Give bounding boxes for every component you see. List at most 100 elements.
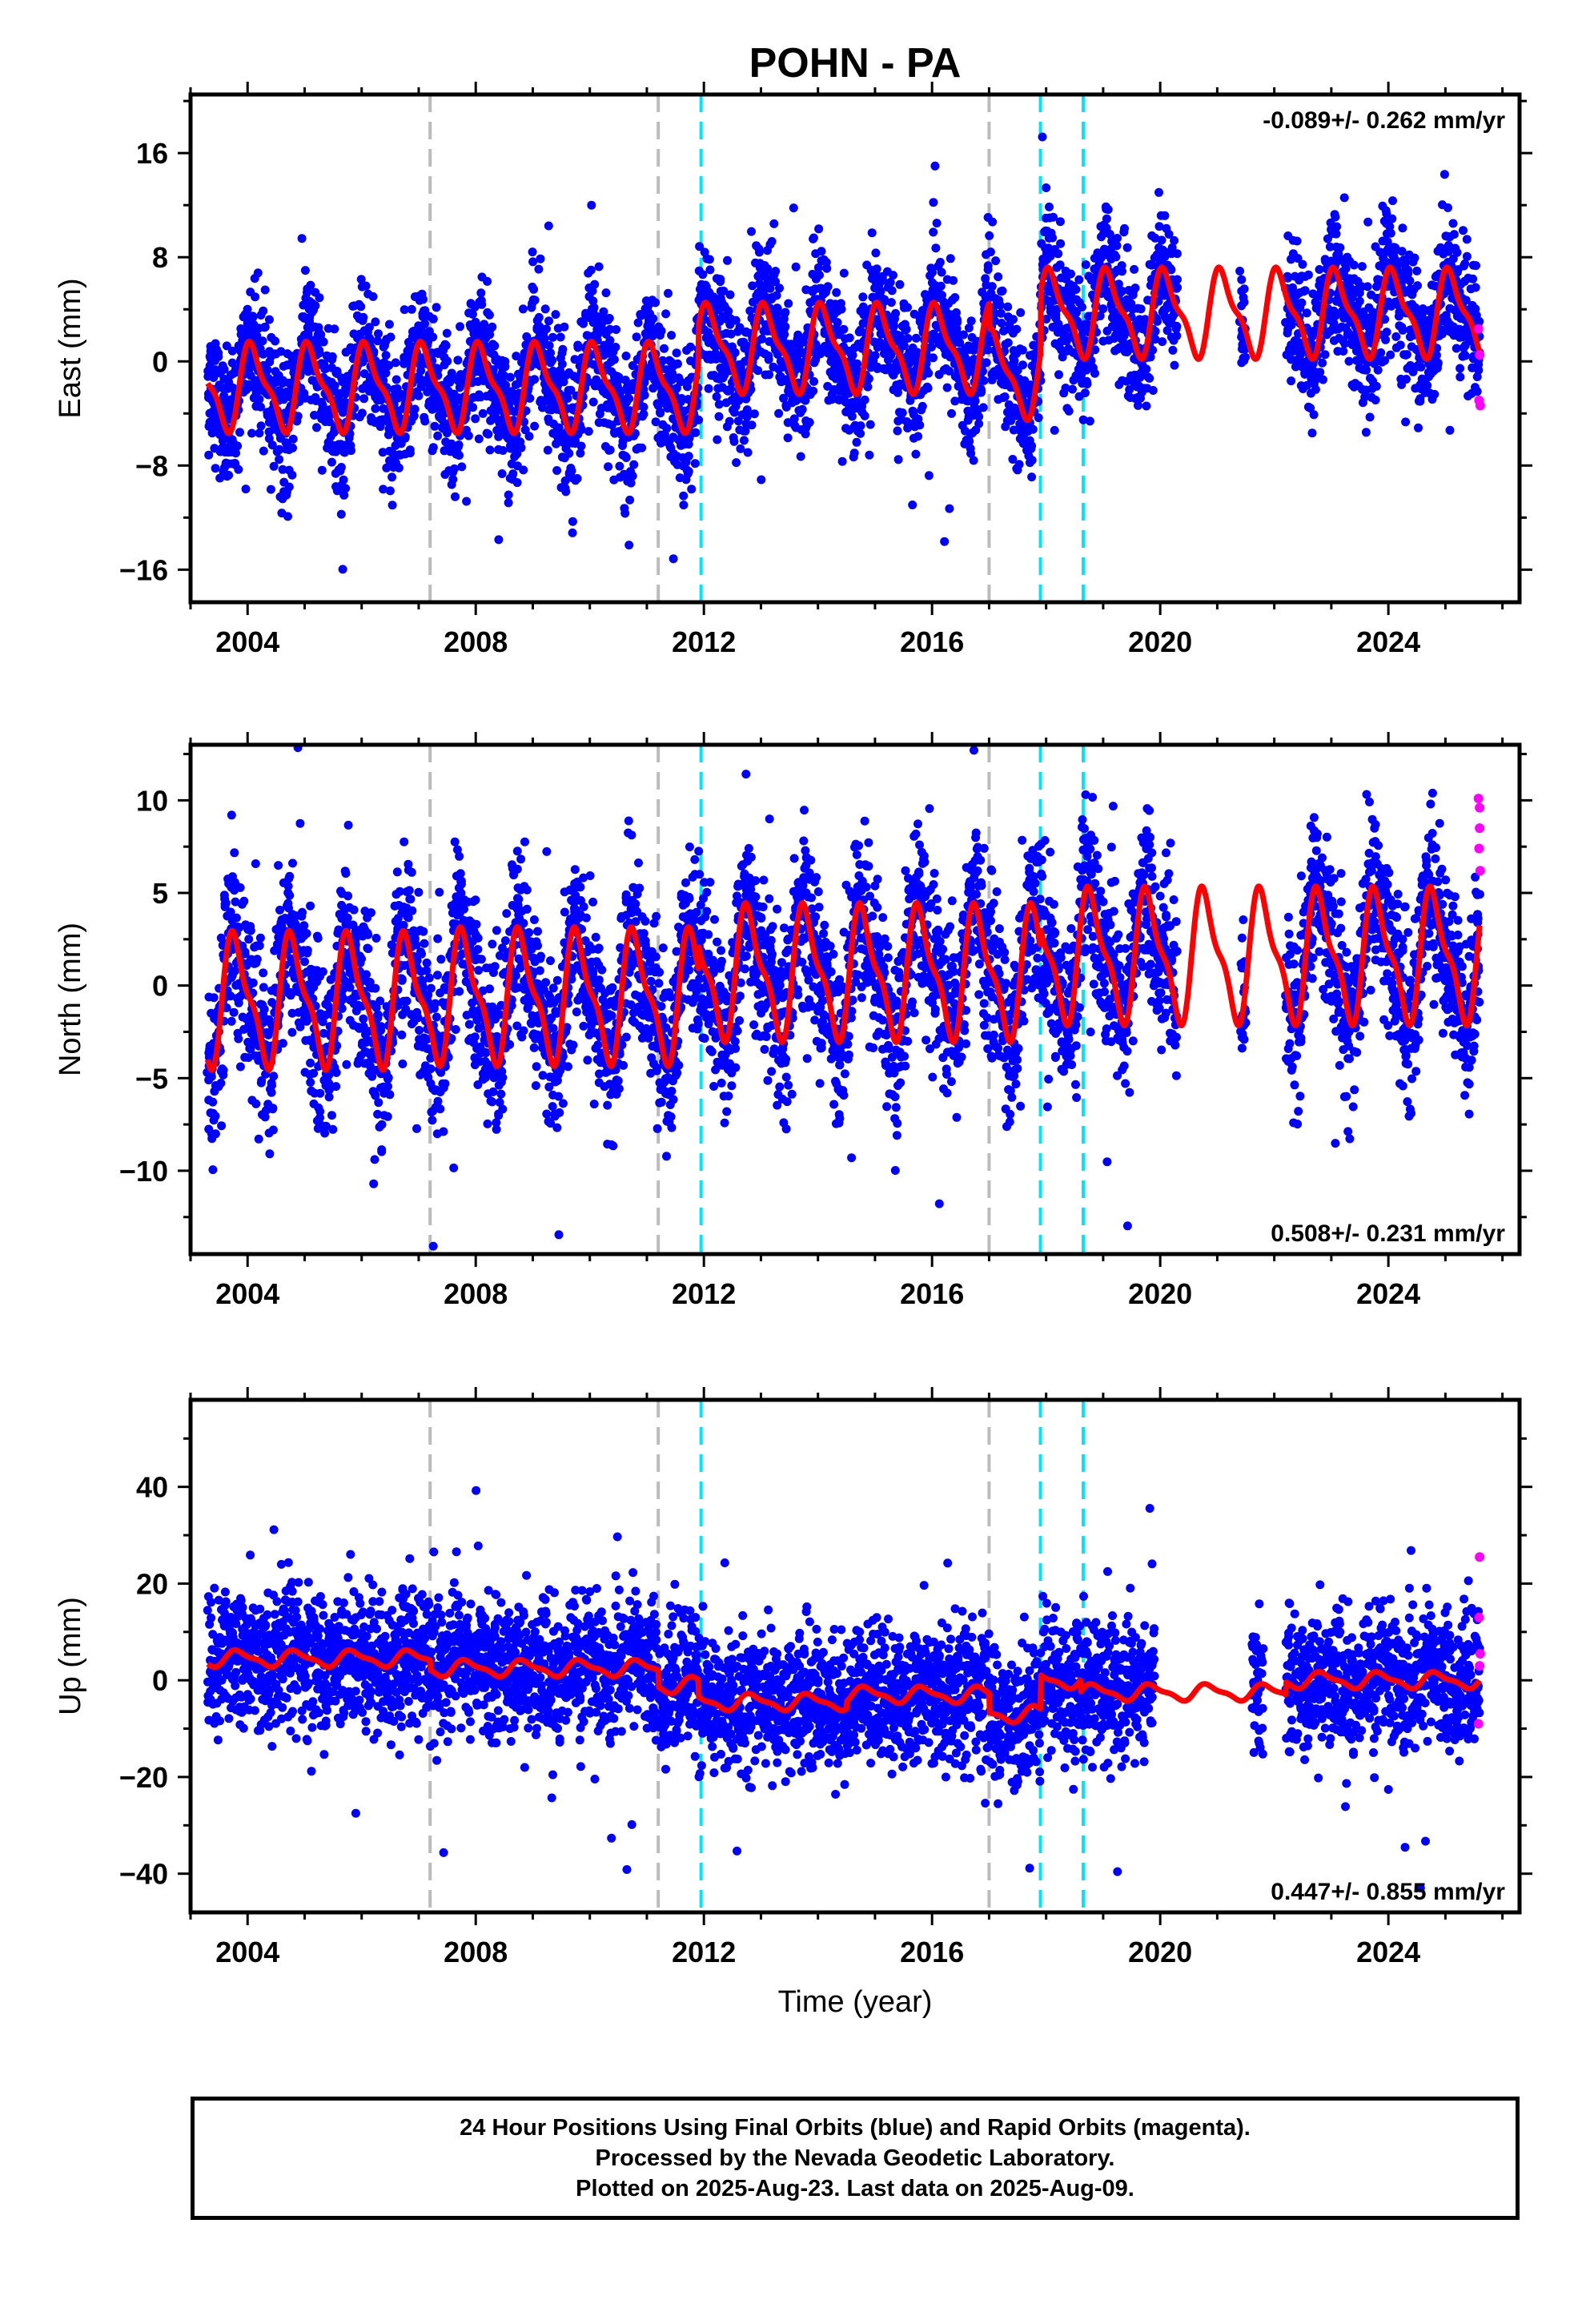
east-point (576, 448, 585, 458)
east-point (625, 495, 635, 505)
east-point (889, 271, 897, 280)
east-point (453, 356, 463, 365)
east-point (732, 458, 741, 468)
east-point (620, 509, 630, 518)
east-point (563, 393, 572, 403)
east-x-tick-label: 2012 (672, 625, 736, 658)
east-point (534, 264, 544, 274)
east-point (994, 272, 1003, 282)
east-point (1371, 381, 1381, 391)
east-point (540, 334, 549, 344)
east-point (1130, 283, 1140, 293)
east-point (705, 255, 714, 264)
east-point (556, 332, 565, 342)
east-point (1090, 368, 1099, 378)
east-point (1027, 472, 1037, 482)
north-point (251, 859, 260, 868)
east-point (1054, 249, 1063, 259)
east-point (1117, 267, 1126, 276)
east-point (1430, 389, 1439, 399)
north-point (259, 968, 268, 978)
east-point (544, 341, 554, 350)
east-point (271, 336, 280, 346)
north-point (219, 891, 229, 900)
east-point (1460, 351, 1470, 360)
east-point (428, 443, 438, 452)
east-point (546, 348, 555, 358)
east-point (891, 308, 901, 318)
east-point (1153, 316, 1162, 326)
east-point (457, 462, 467, 472)
east-point (373, 336, 382, 346)
east-point (387, 472, 397, 482)
east-point (441, 341, 451, 350)
east-point (764, 355, 773, 364)
east-point (478, 408, 488, 418)
east-point (1319, 375, 1327, 384)
east-point (1320, 350, 1330, 360)
north-point (211, 1112, 220, 1121)
east-point (1401, 417, 1411, 427)
east-point (754, 247, 764, 257)
east-point (269, 461, 279, 471)
north-point (229, 1007, 239, 1017)
east-point (505, 372, 515, 382)
east-point (464, 431, 473, 440)
east-point (374, 329, 383, 339)
east-point (809, 376, 819, 386)
north-point (216, 1079, 226, 1088)
east-point (1130, 264, 1139, 274)
north-point (255, 941, 264, 951)
east-point (410, 404, 420, 414)
east-point (1395, 340, 1405, 350)
east-point (615, 461, 624, 471)
east-point (528, 257, 538, 267)
east-point (628, 471, 637, 480)
east-point (1416, 362, 1426, 372)
north-point (285, 891, 295, 900)
east-point (1287, 376, 1296, 386)
east-point (544, 221, 553, 231)
east-point (548, 366, 558, 376)
east-point (823, 282, 833, 292)
east-point (856, 428, 865, 438)
east-point (1068, 384, 1077, 394)
east-point (394, 463, 404, 472)
east-point (601, 288, 611, 298)
north-point (227, 810, 236, 820)
east-point (1016, 308, 1026, 317)
east-point (405, 445, 415, 455)
east-point (297, 234, 307, 243)
east-point (474, 434, 484, 444)
east-point (969, 456, 978, 465)
east-point (917, 401, 927, 411)
east-point (588, 286, 597, 296)
east-point (450, 464, 459, 473)
east-point (860, 411, 869, 420)
east-point (1462, 235, 1472, 244)
east-point (729, 436, 739, 446)
east-point (1339, 347, 1348, 356)
east-point (234, 464, 243, 474)
east-point (534, 312, 544, 322)
east-point (978, 403, 988, 412)
north-point (288, 858, 297, 868)
east-point (215, 473, 225, 483)
east-point (1311, 384, 1320, 394)
east-point (371, 404, 380, 413)
east-point (867, 228, 877, 238)
east-point (783, 433, 793, 443)
north-point (252, 955, 262, 964)
east-point (1045, 202, 1054, 211)
east-point (485, 330, 495, 340)
east-point (1361, 428, 1371, 437)
east-point (705, 265, 715, 275)
east-point (1148, 345, 1158, 355)
east-point (1071, 285, 1081, 294)
north-point (248, 978, 258, 987)
north-point (219, 1070, 228, 1080)
north-point (240, 947, 250, 957)
east-point (525, 393, 535, 403)
east-point (931, 243, 941, 253)
